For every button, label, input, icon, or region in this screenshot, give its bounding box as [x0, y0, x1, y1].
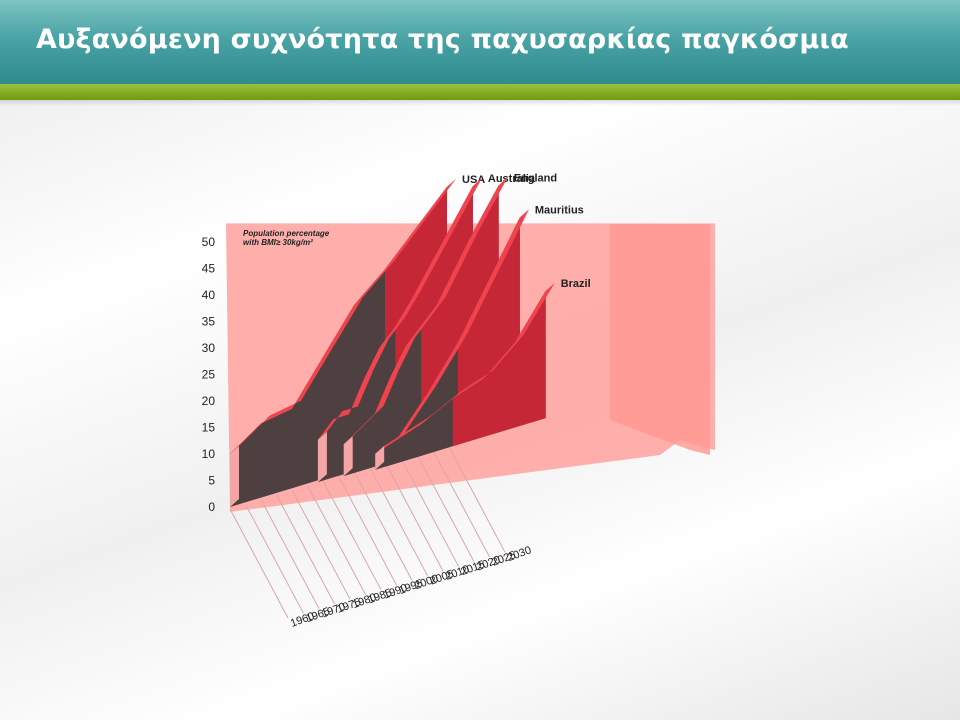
y-tick-label: 25 [202, 368, 216, 382]
x-grid-line [338, 475, 397, 586]
title-bar: Αυξανόμενη συχνότητα της παχυσαρκίας παγ… [0, 0, 960, 84]
series-ridge [343, 177, 508, 445]
y-tick-label: 10 [202, 447, 216, 461]
y-tick-label: 45 [202, 262, 216, 276]
y-tick-label: 0 [208, 500, 215, 514]
x-grid-line [260, 499, 320, 609]
y-tick-label: 15 [202, 421, 216, 435]
y-tick-label: 50 [202, 235, 216, 249]
series-ridge [380, 209, 529, 456]
x-grid-line [415, 452, 475, 562]
series-ridge [317, 178, 482, 440]
x-grid-line [322, 480, 382, 591]
series-endcap [375, 445, 385, 470]
y-tick-label: 30 [202, 341, 216, 355]
accent-stripe [0, 84, 960, 100]
x-grid-line [245, 504, 304, 614]
series-label: Brazil [561, 278, 591, 290]
series-brazil: Brazil [375, 278, 591, 470]
y-axis-label: Population percentage [243, 229, 330, 238]
y-tick-label: 35 [202, 315, 216, 329]
series-endcap [343, 436, 353, 477]
series-label: England [514, 172, 557, 184]
x-grid-line [384, 461, 444, 572]
slide-title: Αυξανόμενη συχνότητα της παχυσαρκίας παγ… [36, 24, 849, 55]
x-grid-line [400, 457, 459, 567]
series-label: Mauritius [535, 204, 584, 216]
y-tick-label: 20 [202, 394, 216, 408]
series-projection [452, 290, 546, 447]
y-tick-label: 40 [202, 288, 216, 302]
x-grid-line [369, 466, 428, 576]
y-axis-label: with BMI≥ 30kg/m² [243, 238, 313, 247]
series-ridge [230, 178, 456, 455]
x-grid-line [307, 485, 366, 595]
y-tick-label: 5 [208, 474, 215, 488]
series-label: Australia [488, 173, 536, 185]
accent-shadow [0, 100, 960, 106]
x-grid-line [446, 442, 506, 553]
x-grid-line [431, 447, 490, 558]
x-tick-label: 2030 [506, 544, 533, 564]
series-endcap [317, 431, 327, 483]
x-grid-line [229, 508, 289, 619]
series-endcap [230, 446, 239, 507]
series-label: USA [462, 174, 485, 186]
x-grid-line [353, 471, 413, 581]
x-grid-line [276, 494, 335, 605]
x-grid-line [291, 489, 351, 600]
chart-backplane-right [610, 224, 710, 455]
